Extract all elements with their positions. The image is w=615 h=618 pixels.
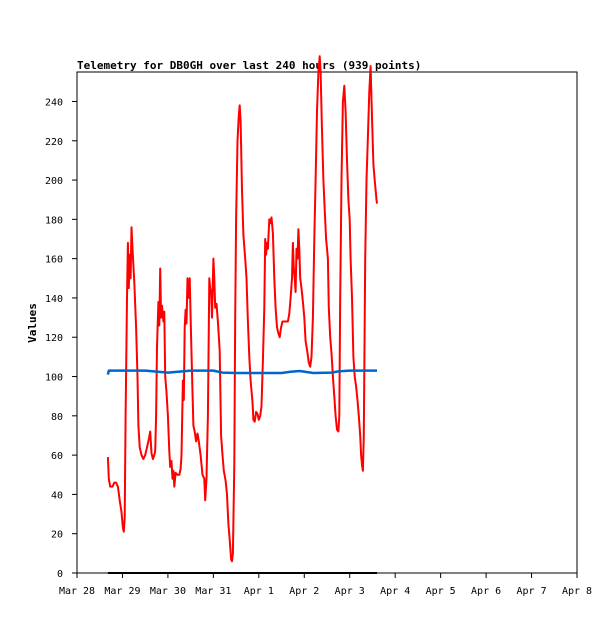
x-tick-label: Mar 28	[59, 586, 95, 597]
y-tick-label: 100	[45, 373, 63, 384]
y-axis-label: Values	[26, 303, 39, 343]
x-tick-label: Apr 1	[244, 586, 274, 597]
plot-frame	[76, 71, 578, 574]
y-tick-label: 200	[45, 176, 63, 187]
y-tick-label: 40	[51, 490, 63, 501]
x-tick-label: Apr 3	[335, 586, 365, 597]
x-tick-label: Apr 7	[516, 586, 546, 597]
x-tick-label: Mar 30	[150, 586, 186, 597]
axis-ticks: Mar 28 Mar 29 Mar 30 Mar 31 Apr 1 Apr 2 Apr 3 A…	[45, 97, 592, 597]
x-tick-label: Mar 29	[104, 586, 140, 597]
x-tick-label: Apr 5	[426, 586, 456, 597]
y-tick-label: 160	[45, 255, 63, 266]
y-tick-label: 240	[45, 97, 63, 108]
x-tick-label: Apr 6	[471, 586, 501, 597]
y-tick-label: 80	[51, 412, 63, 423]
y-tick-label: 120	[45, 333, 63, 344]
series-line-1	[106, 55, 378, 563]
series-layer	[106, 55, 378, 574]
y-tick-label: 140	[45, 294, 63, 305]
chart-title: Telemetry for DB0GH over last 240 hours …	[77, 59, 421, 72]
y-tick-label: 180	[45, 215, 63, 226]
y-tick-label: 0	[57, 569, 63, 580]
x-tick-label: Apr 8	[562, 586, 592, 597]
x-tick-label: Mar 31	[195, 586, 231, 597]
y-tick-label: 20	[51, 530, 63, 541]
x-tick-label: Apr 2	[289, 586, 319, 597]
series-line-2	[106, 369, 377, 375]
y-tick-label: 220	[45, 137, 63, 148]
y-tick-label: 60	[51, 451, 63, 462]
x-tick-label: Apr 4	[380, 586, 410, 597]
